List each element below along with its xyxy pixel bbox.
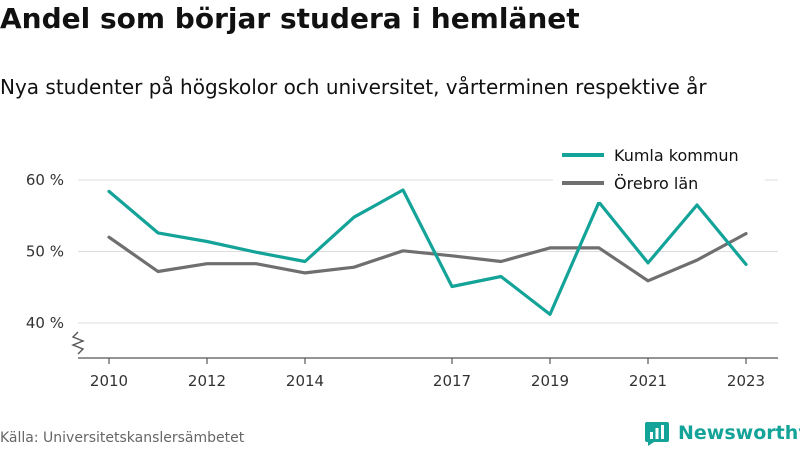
source-note: Källa: Universitetskanslersämbetet — [0, 430, 245, 446]
x-tick-label: 2021 — [629, 372, 667, 390]
legend-label: Kumla kommun — [614, 146, 739, 165]
newsworthy-logo-icon — [645, 422, 669, 446]
x-tick-label: 2023 — [727, 372, 765, 390]
chart-title: Andel som börjar studera i hemlänet — [0, 2, 580, 35]
axis-break-icon — [71, 331, 85, 355]
y-tick-label: 40 % — [26, 314, 64, 332]
x-tick-label: 2012 — [188, 372, 226, 390]
series-line — [107, 232, 748, 283]
chart-subtitle: Nya studenter på högskolor och universit… — [0, 75, 707, 99]
y-tick-label: 50 % — [26, 243, 64, 261]
legend-label: Örebro län — [614, 174, 698, 193]
x-tick-label: 2017 — [433, 372, 471, 390]
brand-name: Newsworthy — [678, 422, 800, 444]
y-tick-label: 60 % — [26, 171, 64, 189]
x-tick-label: 2014 — [286, 372, 324, 390]
x-tick-label: 2019 — [531, 372, 569, 390]
legend-background — [553, 136, 765, 202]
newsworthy-brand[interactable]: Newsworthy — [644, 420, 800, 446]
x-tick-label: 2010 — [90, 372, 128, 390]
series-line — [107, 188, 748, 316]
